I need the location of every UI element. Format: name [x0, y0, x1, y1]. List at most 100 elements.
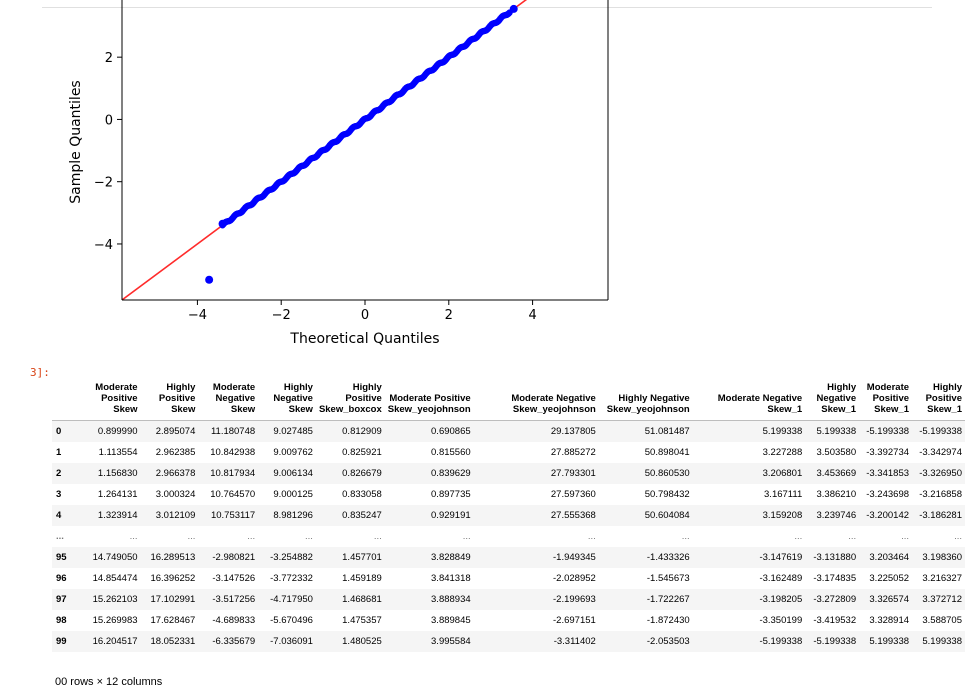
table-cell: 3.995584	[431, 636, 471, 647]
table-cell: ...	[247, 531, 256, 542]
table-cell: 16.204517	[92, 636, 138, 647]
row-index: 98	[56, 615, 67, 626]
table-header-row: Moderate Positive Skew Highly Positive Sk…	[52, 378, 965, 421]
table-cell: 0.899990	[97, 426, 138, 437]
table-cell: 0.929191	[431, 510, 471, 521]
table-cell: -3.198205	[759, 594, 803, 605]
table-cell: -1.722267	[646, 594, 690, 605]
table-cell: -2.028952	[553, 573, 596, 584]
table-cell: 0.812909	[342, 426, 382, 437]
table-cell: 0.897735	[431, 489, 471, 500]
table-cell: 3.588705	[922, 615, 962, 626]
row-index: ...	[56, 531, 64, 542]
table-cell: -3.186281	[919, 510, 962, 521]
table-row: 95 14.749050 16.289513 -2.980821 -3.254882 1.…	[52, 547, 965, 568]
outlier-point	[205, 275, 214, 284]
table-cell: 1.480525	[342, 636, 382, 647]
table-cell: 9.000125	[273, 489, 313, 500]
table-cell: 0.815560	[431, 447, 471, 458]
table-cell: 10.764570	[210, 489, 256, 500]
table-row: 2 1.156830 2.966378 10.817934 9.006134 0.8266…	[52, 463, 965, 484]
row-index: 99	[56, 636, 67, 647]
table-cell: 16.396252	[150, 573, 196, 584]
table-cell: 3.012109	[155, 510, 196, 521]
column-header: Moderate Negative Skew_1	[692, 378, 806, 421]
table-cell: 1.264131	[97, 489, 138, 500]
table-cell: 3.227288	[762, 447, 803, 458]
table-cell: 5.199338	[869, 636, 910, 647]
table-cell: 3.216327	[922, 573, 962, 584]
table-cell: -3.131880	[813, 552, 857, 563]
table-cell: 17.628467	[150, 615, 196, 626]
table-cell: 3.326574	[869, 594, 910, 605]
y-axis-label: Sample Quantiles	[68, 80, 84, 203]
table-cell: -5.199338	[759, 636, 803, 647]
table-row: .......................................	[52, 526, 965, 547]
x-tick-label: −4	[188, 308, 207, 323]
table-cell: 1.459189	[342, 573, 382, 584]
table-cell: -3.147619	[759, 552, 803, 563]
x-tick-label: −2	[272, 308, 291, 323]
table-cell: ...	[848, 531, 857, 542]
table-cell: -3.419532	[813, 615, 857, 626]
table-cell: 2.966378	[155, 468, 196, 479]
table-cell: -5.199338	[919, 426, 962, 437]
table-cell: 10.753117	[210, 510, 256, 521]
table-cell: -3.342974	[919, 447, 962, 458]
table-cell: -1.433326	[646, 552, 690, 563]
table-cell: -3.311402	[553, 636, 596, 647]
row-index: 3	[56, 489, 62, 500]
table-cell: 10.842938	[210, 447, 256, 458]
table-cell: 50.604084	[644, 510, 690, 521]
row-index: 97	[56, 594, 67, 605]
table-cell: -5.670496	[270, 615, 313, 626]
table-cell: -5.199338	[866, 426, 910, 437]
table-cell: -3.341853	[866, 468, 910, 479]
table-cell: -3.392734	[866, 447, 910, 458]
table-cell: -3.350199	[759, 615, 803, 626]
table-cell: 14.854474	[92, 573, 138, 584]
table-cell: -4.689833	[212, 615, 256, 626]
table-cell: 27.555368	[550, 510, 596, 521]
column-header: Moderate Positive Skew_1	[859, 378, 913, 421]
x-tick-label: 2	[445, 308, 453, 323]
table-cell: 15.262103	[92, 594, 138, 605]
table-cell: 14.749050	[92, 552, 138, 563]
table-cell: 3.828849	[431, 552, 471, 563]
table-cell: 3.453669	[816, 468, 857, 479]
table-cell: -3.517256	[212, 594, 256, 605]
table-cell: ...	[794, 531, 803, 542]
y-tick-label: −4	[94, 238, 113, 253]
table-cell: ...	[681, 531, 690, 542]
qq-plot-chart: −4 −2 0 2 4 −4 −2 0 2 4 Theoretical Quantiles Sam…	[68, 0, 609, 347]
outlier-point	[509, 4, 518, 13]
table-cell: 3.203464	[869, 552, 910, 563]
column-header: Highly Positive Skew_boxcox	[315, 378, 385, 421]
column-header: Highly Positive Skew_1	[912, 378, 965, 421]
table-cell: 3.239746	[816, 510, 857, 521]
table-cell: 0.826679	[342, 468, 382, 479]
table-cell: 0.690865	[431, 426, 471, 437]
column-header: Highly Positive Skew	[140, 378, 199, 421]
table-cell: 3.198360	[922, 552, 962, 563]
table-cell: 5.199338	[922, 636, 962, 647]
table-cell: 15.269983	[92, 615, 138, 626]
row-index: 4	[56, 510, 62, 521]
table-cell: 1.113554	[98, 447, 138, 458]
table-cell: -3.147526	[212, 573, 256, 584]
table-cell: 5.199338	[762, 426, 803, 437]
table-cell: 27.793301	[550, 468, 596, 479]
table-cell: 3.372712	[922, 594, 962, 605]
table-cell: ...	[462, 531, 471, 542]
table-cell: -1.872430	[646, 615, 690, 626]
table-cell: -3.162489	[759, 573, 803, 584]
table-cell: -1.545673	[646, 573, 690, 584]
table-cell: -6.335679	[212, 636, 256, 647]
column-header: Highly Negative Skew	[258, 378, 316, 421]
table-cell: -3.272809	[813, 594, 857, 605]
x-tick-label: 4	[528, 308, 536, 323]
table-cell: 3.889845	[431, 615, 471, 626]
table-cell: 0.825921	[342, 447, 382, 458]
row-index: 0	[56, 426, 62, 437]
row-index: 95	[56, 552, 67, 563]
